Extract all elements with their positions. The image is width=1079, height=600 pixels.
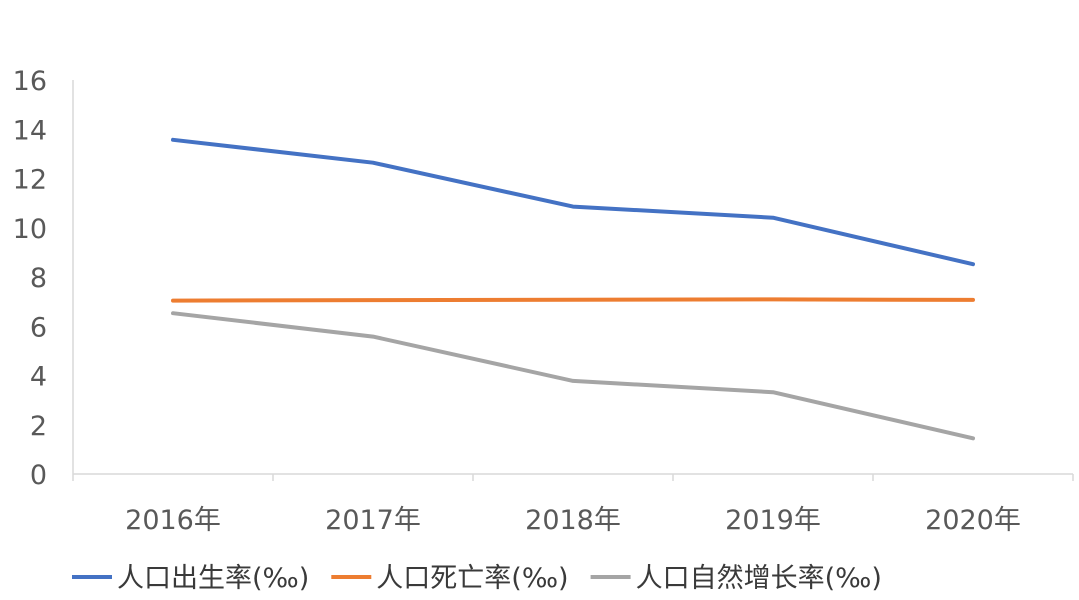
y-tick-label: 0 bbox=[30, 460, 47, 491]
x-tick-label: 2017年 bbox=[325, 505, 421, 536]
y-tick-label: 4 bbox=[30, 362, 47, 393]
legend-label-2: 人口自然增长率(‰) bbox=[636, 563, 882, 594]
y-tick-label: 16 bbox=[13, 66, 47, 97]
x-tick-label: 2018年 bbox=[525, 505, 621, 536]
x-tick-label: 2019年 bbox=[725, 505, 821, 536]
legend-label-1: 人口死亡率(‰) bbox=[376, 563, 568, 594]
y-tick-label: 8 bbox=[30, 263, 47, 294]
y-tick-label: 6 bbox=[30, 312, 47, 343]
y-tick-label: 2 bbox=[30, 411, 47, 442]
legend: 人口出生率(‰) 人口死亡率(‰) 人口自然增长率(‰) bbox=[72, 563, 882, 594]
y-tick-label: 12 bbox=[13, 165, 47, 196]
axes: 0 2 4 6 8 10 12 14 16 2016年 2017年 2018年 2019年 2020年 bbox=[13, 66, 1074, 536]
legend-label-0: 人口出生率(‰) bbox=[117, 563, 309, 594]
series-line-2 bbox=[171, 311, 975, 441]
series-line-1 bbox=[171, 297, 975, 303]
x-tick-label: 2020年 bbox=[925, 505, 1021, 536]
series-lines bbox=[171, 137, 975, 441]
x-tick-label: 2016年 bbox=[125, 505, 221, 536]
y-tick-label: 10 bbox=[13, 214, 47, 245]
series-line-0 bbox=[171, 137, 975, 267]
y-tick-label: 14 bbox=[13, 115, 47, 146]
